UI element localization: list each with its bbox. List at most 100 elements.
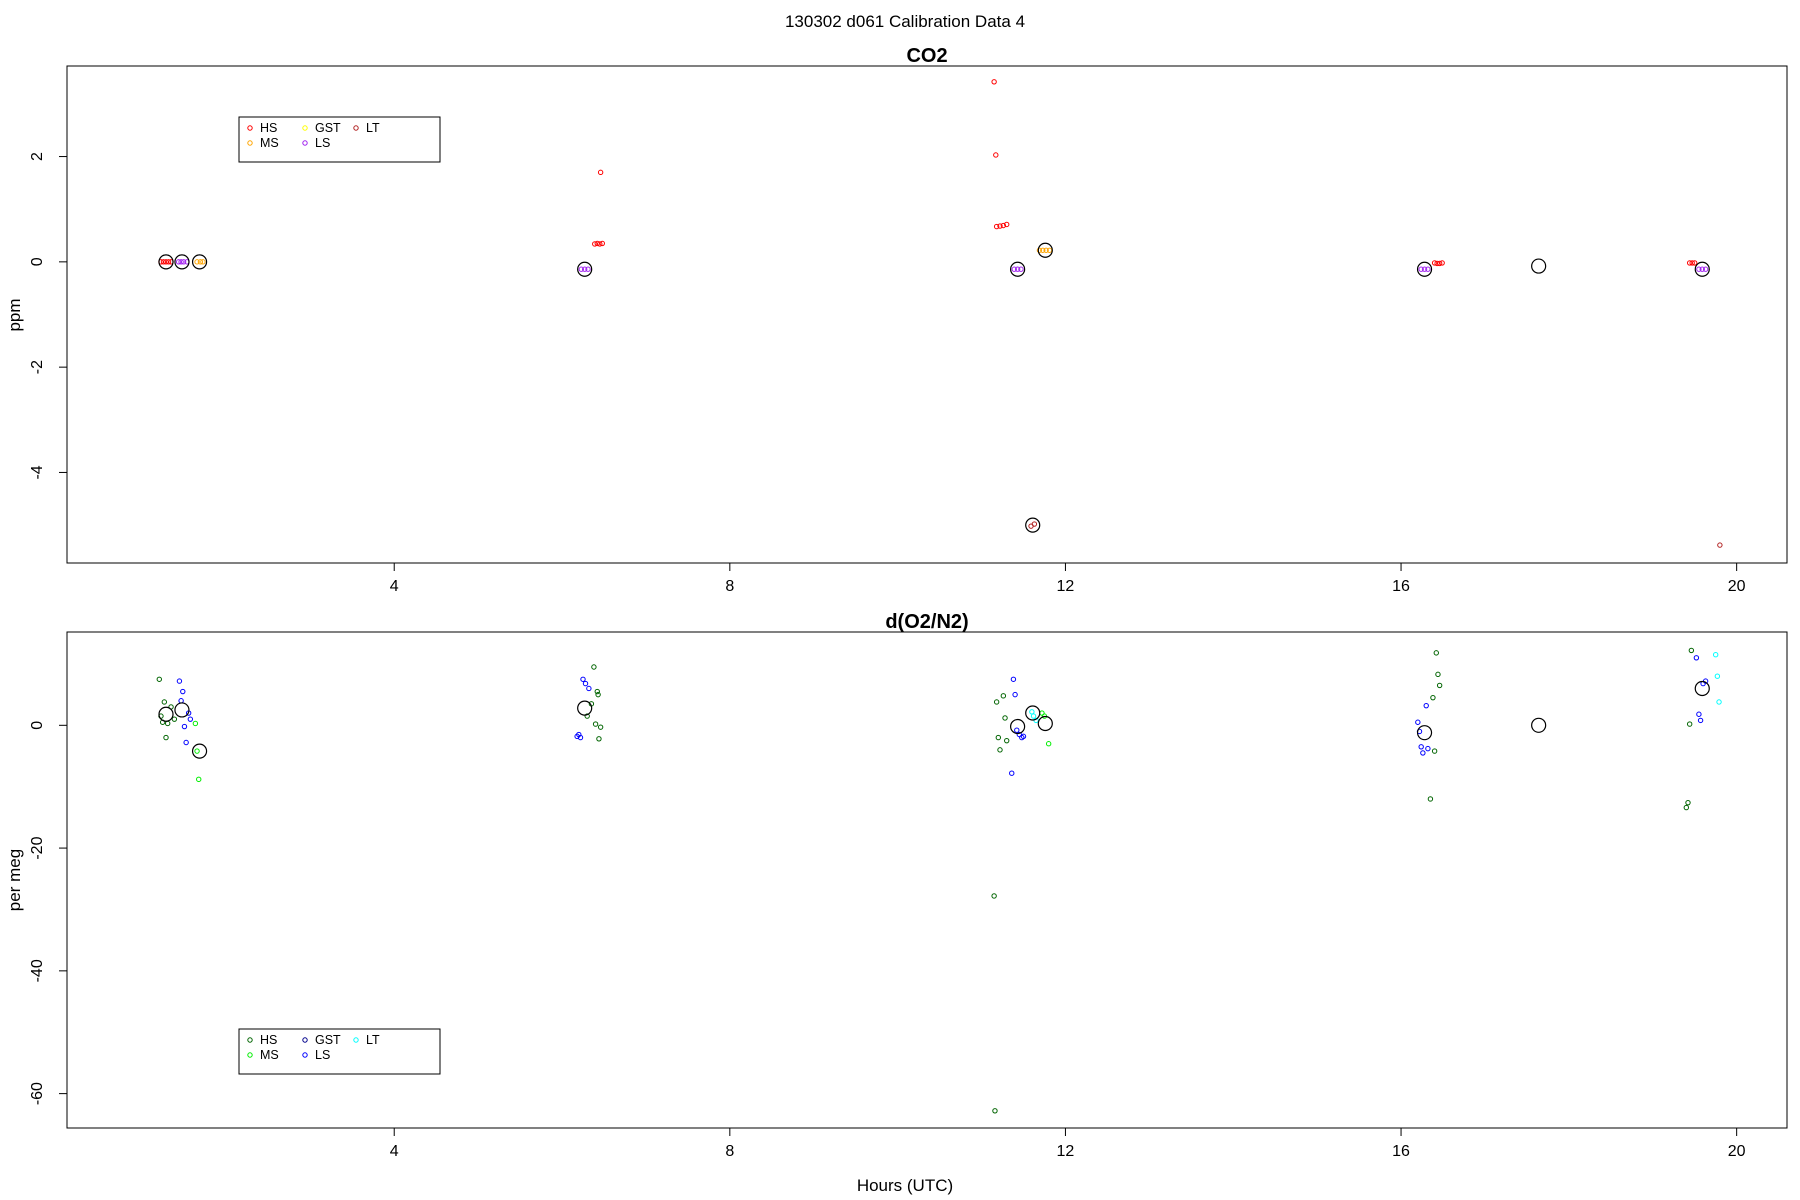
o2n2-point-ms <box>196 776 202 783</box>
co2-point-hs <box>594 240 600 247</box>
co2-point-mean <box>1531 258 1547 274</box>
o2n2-x-tick-label: 12 <box>1057 1143 1075 1160</box>
o2n2-legend-marker <box>302 1037 308 1043</box>
co2-point-lt <box>1031 521 1038 527</box>
o2n2-point-mean <box>1025 705 1041 721</box>
o2n2-point-hs <box>1430 694 1436 701</box>
o2n2-point-hs <box>1433 650 1439 656</box>
o2n2-point-ls <box>580 676 586 682</box>
co2-point-mean <box>191 254 208 270</box>
o2n2-point-hs <box>993 699 1000 705</box>
o2n2-point-ls <box>180 688 186 695</box>
co2-point-ls <box>180 259 187 265</box>
o2n2-point-hs <box>1683 804 1690 811</box>
co2-point-ms <box>1046 247 1053 253</box>
o2n2-point-ls <box>1697 717 1704 724</box>
co2-legend-marker <box>302 125 308 131</box>
co2-point-hs <box>160 259 167 265</box>
o2n2-point-hs <box>161 699 168 705</box>
co2-point-ls <box>175 259 182 265</box>
co2-point-hs <box>163 259 169 265</box>
o2n2-point-lt <box>1030 713 1037 719</box>
co2-point-mean <box>1025 517 1041 533</box>
co2-point-ms <box>1040 247 1046 253</box>
o2n2-point-ls <box>1418 744 1424 750</box>
co2-point-ls <box>585 266 591 272</box>
co2-x-tick-label: 4 <box>390 578 399 595</box>
co2-panel-title: CO2 <box>906 45 947 67</box>
o2n2-point-ms <box>192 720 199 727</box>
o2n2-point-hs <box>595 691 601 698</box>
o2n2-point-hs <box>584 713 590 719</box>
o2n2-point-ls <box>1009 770 1015 776</box>
o2n2-point-mean <box>191 743 208 759</box>
o2n2-point-ls <box>1425 745 1431 752</box>
co2-point-ms <box>1036 247 1043 253</box>
o2n2-axis-ticks: 4 8 12 16 20 -60 -40 -20 0 <box>29 721 1746 1160</box>
o2n2-point-ls <box>577 734 584 741</box>
co2-point-hs <box>1004 221 1010 228</box>
co2-point-hs <box>597 169 604 176</box>
o2n2-point-mean <box>1037 715 1053 732</box>
o2n2-legend-label: LT <box>366 1033 380 1047</box>
co2-point-ls <box>1702 266 1709 272</box>
co2-point-hs <box>993 152 999 158</box>
co2-y-tick-label: 2 <box>29 152 46 161</box>
co2-point-mean <box>577 261 593 277</box>
co2-point-ls <box>1696 266 1702 272</box>
co2-point-ms <box>194 259 200 265</box>
co2-point-hs <box>993 223 1000 230</box>
o2n2-point-hs <box>591 664 597 670</box>
o2n2-data-points <box>156 647 1722 1114</box>
o2n2-point-hs <box>1002 715 1008 721</box>
o2n2-legend-label: MS <box>260 1048 279 1062</box>
co2-y-tick-label: -4 <box>29 465 46 479</box>
co2-legend-label: GST <box>315 121 341 135</box>
o2n2-legend-label: HS <box>260 1033 277 1047</box>
co2-legend-marker <box>353 125 359 131</box>
o2n2-point-ls <box>1010 676 1017 682</box>
co2-point-hs <box>991 79 997 85</box>
co2-point-hs <box>597 241 603 247</box>
co2-point-hs <box>165 259 172 265</box>
o2n2-point-hs <box>156 676 162 682</box>
o2n2-x-tick-label: 4 <box>390 1143 399 1160</box>
co2-legend-box <box>238 116 441 163</box>
o2n2-point-mean <box>174 702 190 718</box>
o2n2-point-ls <box>1012 691 1018 698</box>
o2n2-point-ls <box>1415 719 1421 725</box>
o2n2-point-hs <box>1435 671 1441 678</box>
co2-point-mean <box>1694 261 1710 277</box>
co2-point-ls <box>1014 266 1021 272</box>
o2n2-point-hs <box>164 720 171 727</box>
co2-legend-label: HS <box>260 121 277 135</box>
co2-point-hs <box>1692 260 1698 266</box>
o2n2-point-ls <box>1420 750 1426 756</box>
o2n2-point-hs <box>596 736 602 742</box>
o2n2-point-ls <box>178 698 184 704</box>
co2-point-ms <box>1043 247 1049 253</box>
o2n2-y-tick-label: -40 <box>29 959 46 982</box>
o2n2-y-axis-label: per meg <box>5 849 24 911</box>
co2-point-mean <box>174 254 190 270</box>
o2n2-point-hs <box>997 747 1003 753</box>
o2n2-point-hs <box>991 893 997 899</box>
o2n2-point-hs <box>1685 799 1691 806</box>
co2-point-ls <box>581 266 588 272</box>
o2n2-point-ls <box>183 739 189 746</box>
o2n2-point-hs <box>992 1108 998 1114</box>
co2-point-ls <box>1425 266 1431 272</box>
co2-point-ms <box>200 259 206 265</box>
o2n2-point-mean <box>1531 717 1547 733</box>
o2n2-point-mean <box>1010 718 1026 735</box>
o2n2-point-mean <box>1694 680 1710 697</box>
o2n2-point-lt <box>1712 652 1719 658</box>
co2-point-ls <box>1011 266 1017 272</box>
co2-plot-frame <box>66 65 1788 564</box>
o2n2-point-ls <box>1693 655 1700 661</box>
o2n2-point-ls <box>181 723 188 730</box>
o2n2-legend-box <box>238 1028 441 1075</box>
co2-data-points <box>158 79 1723 548</box>
